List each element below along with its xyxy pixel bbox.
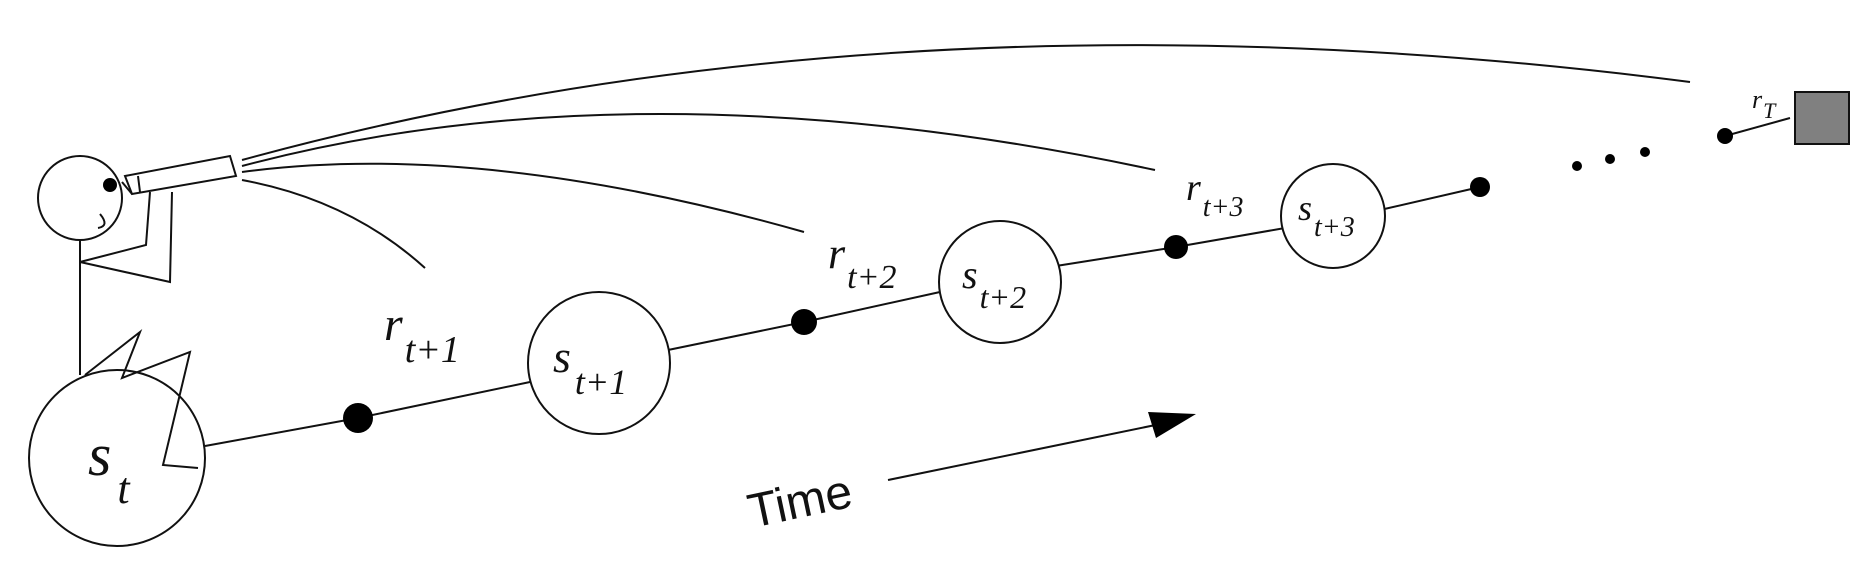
state-node-t <box>28 369 206 547</box>
state-label-t3-sub: t+3 <box>1314 212 1355 243</box>
state-label-t2: st+2 <box>962 252 1026 315</box>
trajectory-line <box>204 117 1791 447</box>
state-label-t-sub: t <box>117 464 131 513</box>
reward-label-t1-sub: t+1 <box>405 329 460 371</box>
reward-label-t2: rt+2 <box>828 229 897 296</box>
reward-label-t3-base: r <box>1186 167 1201 209</box>
lookahead-arcs <box>241 44 1691 269</box>
reward-dot-t1 <box>343 403 373 433</box>
reward-label-t3-sub: t+3 <box>1203 192 1244 223</box>
reward-dot-T <box>1717 128 1733 144</box>
reward-label-t3: rt+3 <box>1186 167 1243 223</box>
state-node-t2 <box>938 220 1062 344</box>
reward-label-t2-base: r <box>828 229 846 278</box>
state-label-t-base: s <box>88 422 111 488</box>
state-node-t3 <box>1280 163 1386 269</box>
time-label: Time <box>743 465 857 539</box>
terminal-state <box>1794 91 1850 145</box>
reward-label-T: rT <box>1752 85 1777 123</box>
state-label-t1-sub: t+1 <box>575 362 627 402</box>
reward-dot-t2 <box>791 309 817 335</box>
time-arrow <box>887 412 1196 481</box>
reward-label-t1-base: r <box>384 298 403 351</box>
reward-dot-t4 <box>1470 177 1490 197</box>
reward-label-t2-sub: t+2 <box>847 259 896 296</box>
state-label-t2-sub: t+2 <box>980 279 1026 315</box>
reward-label-t1: rt+1 <box>384 298 460 371</box>
ellipsis <box>1572 147 1650 171</box>
reward-label-T-sub: T <box>1763 98 1777 123</box>
reward-label-T-base: r <box>1752 85 1763 114</box>
state-label-t3: st+3 <box>1298 188 1355 243</box>
state-node-t1 <box>527 291 671 435</box>
state-label-t3-base: s <box>1298 188 1312 228</box>
state-label-t: st <box>88 422 131 513</box>
state-label-t2-base: s <box>962 252 978 297</box>
agent-figure <box>37 154 238 469</box>
reward-dot-t3 <box>1164 235 1188 259</box>
state-label-t1: s t+1 <box>553 331 627 402</box>
state-label-t1-base: s <box>553 331 571 382</box>
